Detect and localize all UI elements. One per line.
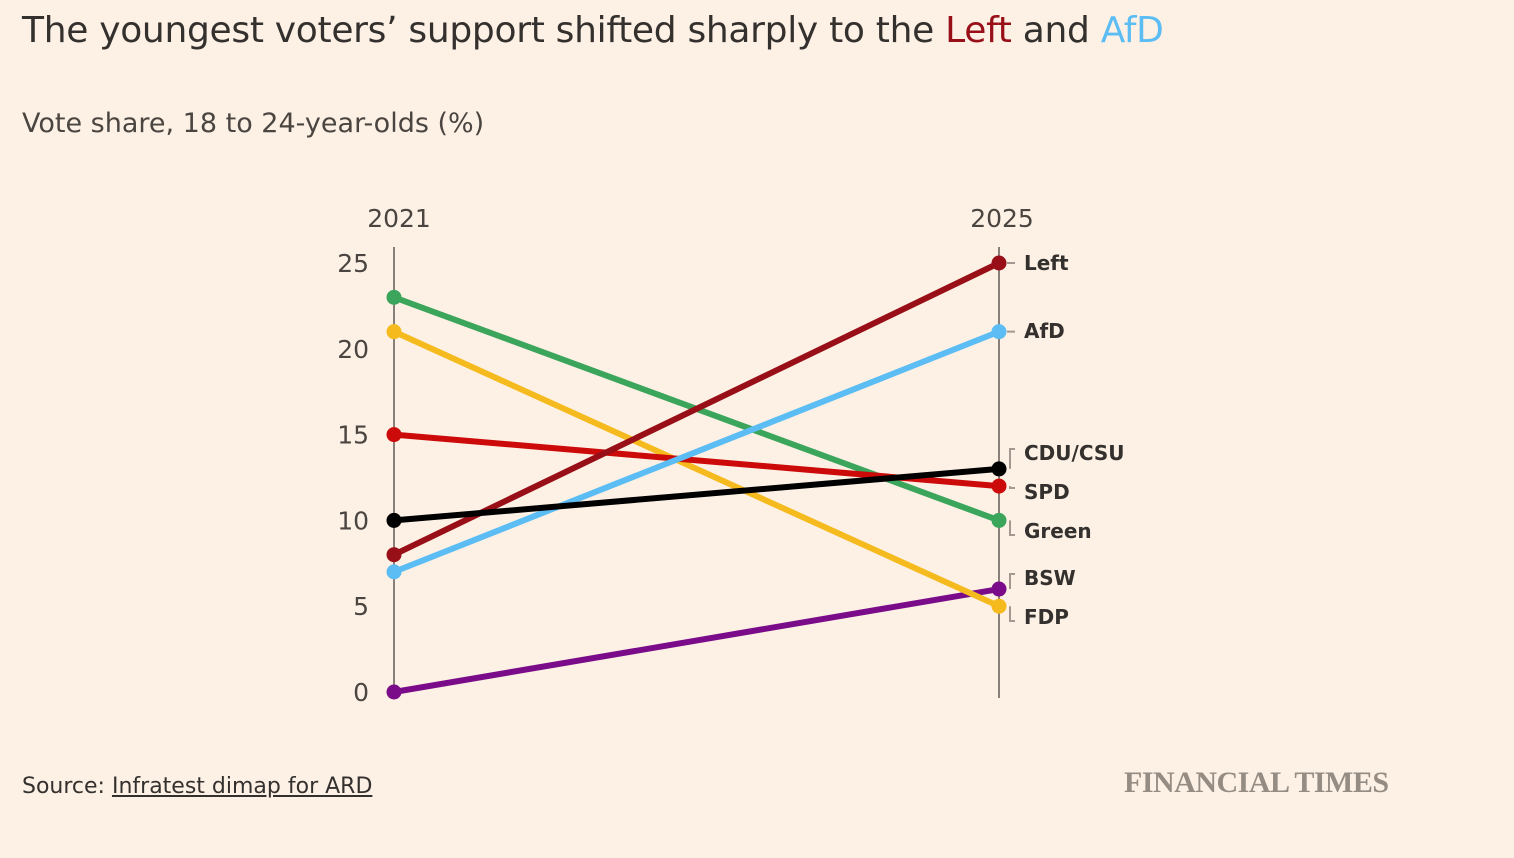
point-fdp-2025 xyxy=(991,598,1007,614)
label-connector-spd xyxy=(1009,486,1015,489)
y-tick-label-20: 20 xyxy=(337,335,369,364)
series-label-cdu-csu: CDU/CSU xyxy=(1024,441,1125,465)
series-label-green: Green xyxy=(1024,519,1092,543)
source-note: Source: Infratest dimap for ARD xyxy=(22,774,372,799)
title-highlight-afd: AfD xyxy=(1100,10,1164,51)
series-label-spd: SPD xyxy=(1024,480,1070,504)
source-label: Source: xyxy=(22,774,112,799)
point-bsw-2025 xyxy=(991,581,1007,597)
point-green-2025 xyxy=(991,512,1007,528)
series-label-bsw: BSW xyxy=(1024,566,1076,590)
point-afd-2025 xyxy=(991,324,1007,340)
point-cdu-csu-2021 xyxy=(386,512,402,528)
label-connector-cdu-csu xyxy=(1009,448,1015,469)
y-tick-label-15: 15 xyxy=(337,421,369,450)
point-afd-2021 xyxy=(386,564,402,580)
title-text-and: and xyxy=(1011,10,1101,51)
y-tick-label-0: 0 xyxy=(353,678,369,707)
series-label-afd: AfD xyxy=(1024,319,1065,343)
point-green-2021 xyxy=(386,289,402,305)
point-spd-2021 xyxy=(386,427,402,443)
label-connector-fdp xyxy=(1009,606,1015,622)
title-highlight-left: Left xyxy=(945,10,1012,51)
y-tick-label-5: 5 xyxy=(353,592,369,621)
source-link[interactable]: Infratest dimap for ARD xyxy=(111,774,373,799)
title-text: The youngest voters’ support shifted sha… xyxy=(22,10,946,51)
label-connector-bsw xyxy=(1009,573,1015,590)
series-line-cdu-csu xyxy=(391,465,1002,524)
point-left-2025 xyxy=(991,255,1007,271)
point-cdu-csu-2025 xyxy=(991,461,1007,477)
point-left-2021 xyxy=(386,547,402,563)
series-line-left xyxy=(391,260,1002,558)
y-tick-label-10: 10 xyxy=(337,506,369,535)
point-spd-2025 xyxy=(991,478,1007,494)
series-line-bsw xyxy=(391,586,1002,695)
x-tick-label-2025: 2025 xyxy=(970,204,1034,233)
chart-title: The youngest voters’ support shifted sha… xyxy=(22,10,1164,51)
point-fdp-2021 xyxy=(386,324,402,340)
series-label-left: Left xyxy=(1024,251,1069,275)
label-connector-green xyxy=(1009,520,1015,536)
series-label-fdp: FDP xyxy=(1024,605,1069,629)
chart-subtitle: Vote share, 18 to 24-year-olds (%) xyxy=(22,108,485,139)
series-labels: Left AfD CDU/CSU SPD Green BSW FDP xyxy=(1007,251,1125,629)
point-bsw-2021 xyxy=(386,684,402,700)
series-line-afd xyxy=(391,328,1002,575)
series-lines xyxy=(386,255,1007,700)
series-line-fdp xyxy=(391,328,1002,610)
y-tick-label-25: 25 xyxy=(337,249,369,278)
ft-logo: FINANCIAL TIMES xyxy=(1124,766,1389,799)
x-tick-label-2021: 2021 xyxy=(367,204,431,233)
